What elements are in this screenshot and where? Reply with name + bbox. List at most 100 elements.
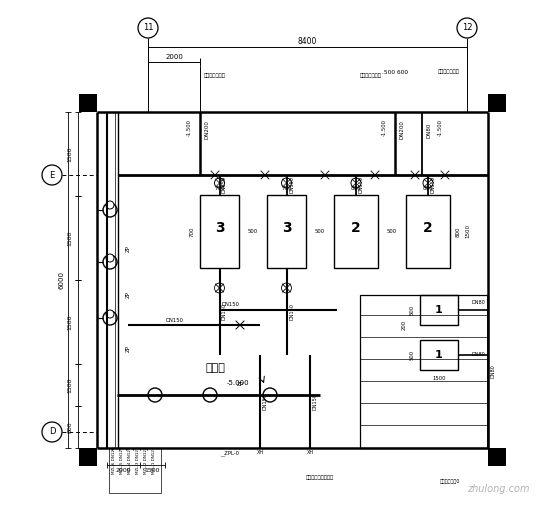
Text: .500 600: .500 600	[382, 70, 408, 75]
Bar	[79, 448, 97, 466]
Circle shape	[457, 18, 477, 38]
Text: 6000: 6000	[58, 271, 64, 289]
Text: ZP: ZP	[125, 292, 130, 299]
Text: ZP: ZP	[125, 244, 130, 251]
Text: -1.500: -1.500	[186, 119, 192, 137]
Circle shape	[214, 283, 225, 293]
Text: -1.500: -1.500	[381, 119, 386, 137]
Text: DN150: DN150	[222, 177, 227, 194]
Text: MZL-5 DN125: MZL-5 DN125	[120, 446, 124, 474]
Text: 700: 700	[214, 185, 225, 190]
Text: 接室外消防水池: 接室外消防水池	[204, 74, 226, 79]
Circle shape	[103, 311, 117, 325]
Circle shape	[214, 178, 225, 188]
Bar	[420, 295, 458, 325]
Circle shape	[203, 388, 217, 402]
Text: XH: XH	[256, 450, 264, 455]
Text: 700: 700	[189, 226, 194, 237]
Text: 3: 3	[282, 220, 291, 235]
Circle shape	[138, 18, 158, 38]
Text: 1500: 1500	[68, 377, 72, 393]
Text: DN150: DN150	[221, 302, 239, 307]
Text: DN150: DN150	[289, 303, 294, 320]
Text: DN150: DN150	[312, 393, 318, 410]
Circle shape	[106, 201, 114, 209]
Text: 2: 2	[423, 220, 433, 235]
Text: 3: 3	[214, 220, 225, 235]
Text: MZL-6 DN125: MZL-6 DN125	[112, 446, 116, 474]
Text: 1500: 1500	[68, 314, 72, 330]
Text: DN200: DN200	[204, 120, 209, 139]
Circle shape	[423, 178, 433, 188]
Text: MZL-3 DN125: MZL-3 DN125	[136, 446, 140, 474]
Text: 800: 800	[351, 185, 361, 190]
Circle shape	[282, 178, 292, 188]
Text: zhulong.com: zhulong.com	[468, 484, 530, 494]
Text: -5.000: -5.000	[227, 380, 249, 386]
Text: DN80: DN80	[471, 353, 485, 358]
Text: 12: 12	[462, 23, 472, 33]
Text: 2: 2	[351, 220, 361, 235]
Text: 水泵房: 水泵房	[205, 363, 225, 373]
Text: DN150: DN150	[222, 303, 227, 320]
Circle shape	[106, 310, 114, 318]
Circle shape	[103, 255, 117, 269]
Bar	[488, 448, 506, 466]
Circle shape	[103, 203, 117, 217]
Text: 500: 500	[387, 229, 397, 234]
Text: DN150: DN150	[358, 177, 363, 194]
Text: 500: 500	[409, 305, 414, 315]
Circle shape	[351, 178, 361, 188]
Text: MZL-1 DN125: MZL-1 DN125	[152, 446, 156, 474]
Text: 500: 500	[315, 229, 325, 234]
Text: 200: 200	[402, 320, 407, 330]
Text: 1500: 1500	[68, 146, 72, 162]
Circle shape	[42, 422, 62, 442]
Text: ZP: ZP	[236, 383, 244, 388]
Text: 800: 800	[423, 185, 433, 190]
Text: 2000: 2000	[165, 54, 183, 60]
Text: ZP: ZP	[125, 344, 130, 352]
Text: DN150: DN150	[263, 393, 268, 410]
Text: MZL-4 DN125: MZL-4 DN125	[128, 446, 132, 474]
Text: E: E	[49, 171, 55, 179]
Text: 700: 700	[281, 185, 292, 190]
Text: 接给水管了－0: 接给水管了－0	[440, 480, 460, 485]
Text: 11: 11	[143, 23, 153, 33]
Text: 1: 1	[435, 305, 443, 315]
Text: 800: 800	[455, 226, 460, 237]
Text: 8400: 8400	[298, 38, 317, 47]
Bar	[79, 94, 97, 112]
Text: 1500: 1500	[432, 375, 446, 380]
Text: 800: 800	[68, 421, 72, 433]
Bar	[406, 195, 450, 268]
Text: DN80: DN80	[427, 122, 432, 138]
Text: XH: XH	[306, 450, 314, 455]
Text: 500: 500	[409, 350, 414, 360]
Bar	[200, 195, 239, 268]
Text: 2000: 2000	[115, 467, 131, 472]
Text: 1500: 1500	[465, 225, 470, 238]
Circle shape	[148, 388, 162, 402]
Bar	[360, 295, 488, 448]
Text: DN150: DN150	[431, 177, 436, 194]
Circle shape	[282, 283, 292, 293]
Text: 樼室内消火给水干管: 樼室内消火给水干管	[306, 475, 334, 481]
Text: ‿ZPL-0: ‿ZPL-0	[221, 450, 240, 456]
Text: 1500: 1500	[144, 467, 160, 472]
Text: DN80: DN80	[491, 365, 496, 378]
Text: DN80: DN80	[471, 300, 485, 304]
Text: 500: 500	[248, 229, 258, 234]
Circle shape	[42, 165, 62, 185]
Text: DN200: DN200	[399, 120, 404, 139]
Text: -1.500: -1.500	[437, 119, 442, 137]
Bar	[420, 340, 458, 370]
Bar	[267, 195, 306, 268]
Bar	[334, 195, 378, 268]
Text: 1: 1	[435, 350, 443, 360]
Text: 1500: 1500	[68, 230, 72, 246]
Text: 接室外消防水池: 接室外消防水池	[360, 74, 382, 79]
Circle shape	[263, 388, 277, 402]
Bar	[109, 448, 161, 493]
Text: DN150: DN150	[289, 177, 294, 194]
